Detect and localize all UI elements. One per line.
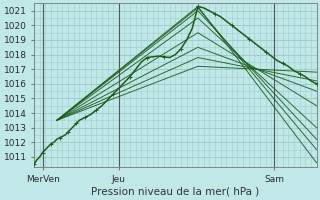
X-axis label: Pression niveau de la mer( hPa ): Pression niveau de la mer( hPa ) [91, 187, 260, 197]
